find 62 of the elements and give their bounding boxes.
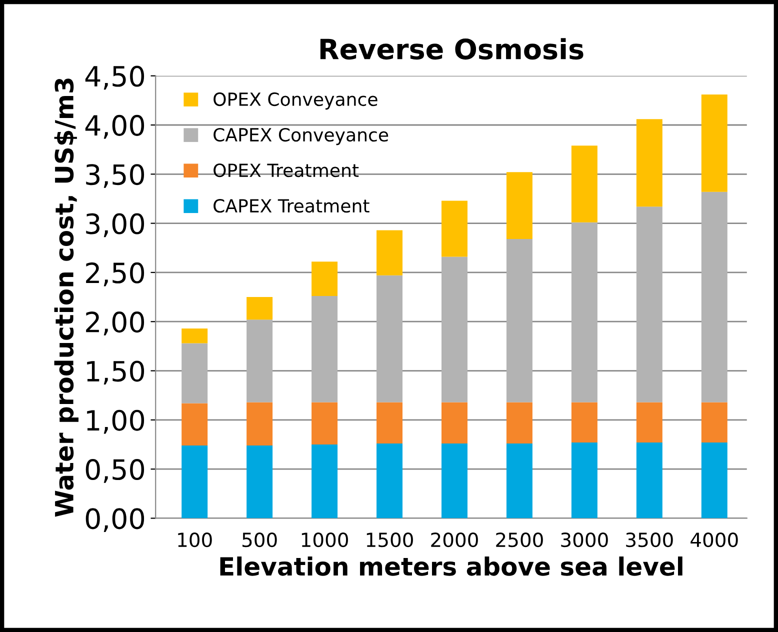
bar	[312, 402, 338, 445]
bar	[636, 442, 662, 518]
y-tick-label: 1,00	[87, 410, 144, 434]
y-tick-label: 4,50	[85, 66, 144, 90]
bar	[701, 402, 728, 443]
legend-label: CAPEX Conveyance	[214, 128, 388, 146]
bar	[506, 402, 532, 444]
y-tick-label: 2,50	[86, 262, 144, 286]
bar	[571, 402, 598, 443]
chart-title: Reverse Osmosis	[320, 38, 584, 60]
x-tick-label: 4000	[690, 532, 738, 548]
bar	[312, 262, 338, 296]
y-tick-label: 0,50	[86, 459, 144, 483]
legend-label: OPEX Treatment	[214, 163, 359, 178]
y-tick-label: 4,00	[85, 114, 144, 139]
y-axis-title: Water production cost, US$/m3	[54, 78, 78, 517]
y-tick-label: 3,50	[86, 164, 144, 188]
bar	[246, 402, 273, 446]
x-tick-label: 1000	[302, 532, 348, 548]
bar	[312, 444, 338, 518]
x-tick-label: 3000	[561, 532, 608, 548]
bar	[506, 239, 532, 402]
x-tick-label: 2500	[496, 532, 543, 548]
bar	[182, 403, 208, 446]
bar	[701, 94, 728, 192]
bar	[312, 296, 338, 402]
bar	[636, 206, 662, 402]
bar	[246, 320, 273, 402]
y-tick-label: 1,50	[87, 360, 144, 385]
bar	[441, 444, 468, 518]
bar	[571, 146, 598, 222]
bar	[376, 230, 403, 276]
x-tick-label: 1500	[366, 532, 413, 548]
legend-label: OPEX Conveyance	[214, 92, 378, 110]
bar	[506, 172, 532, 240]
y-tick-label: 3,00	[86, 213, 144, 238]
x-axis-title: Elevation meters above sea level	[220, 556, 682, 576]
bar	[636, 119, 662, 207]
bar	[182, 328, 208, 344]
x-tick-label: 3500	[626, 532, 673, 548]
y-tick-label: 2,00	[86, 312, 144, 336]
bar	[376, 275, 403, 402]
x-tick-label: 100	[178, 532, 212, 548]
bar	[182, 343, 208, 404]
bar	[571, 442, 598, 518]
bar	[246, 297, 273, 320]
bar	[441, 402, 468, 444]
bar	[701, 442, 728, 518]
bar	[571, 222, 598, 402]
bar	[506, 444, 532, 518]
bar	[441, 256, 468, 402]
y-tick-label: 0,00	[86, 508, 144, 532]
bar	[376, 444, 403, 518]
legend-label: CAPEX Treatment	[214, 199, 370, 213]
x-tick-label: 2000	[431, 532, 478, 548]
bar	[701, 192, 728, 402]
bar	[636, 402, 662, 443]
bar	[246, 445, 273, 518]
bar	[376, 402, 403, 444]
bar	[182, 445, 208, 518]
bar	[441, 200, 468, 257]
x-tick-label: 500	[242, 532, 277, 548]
